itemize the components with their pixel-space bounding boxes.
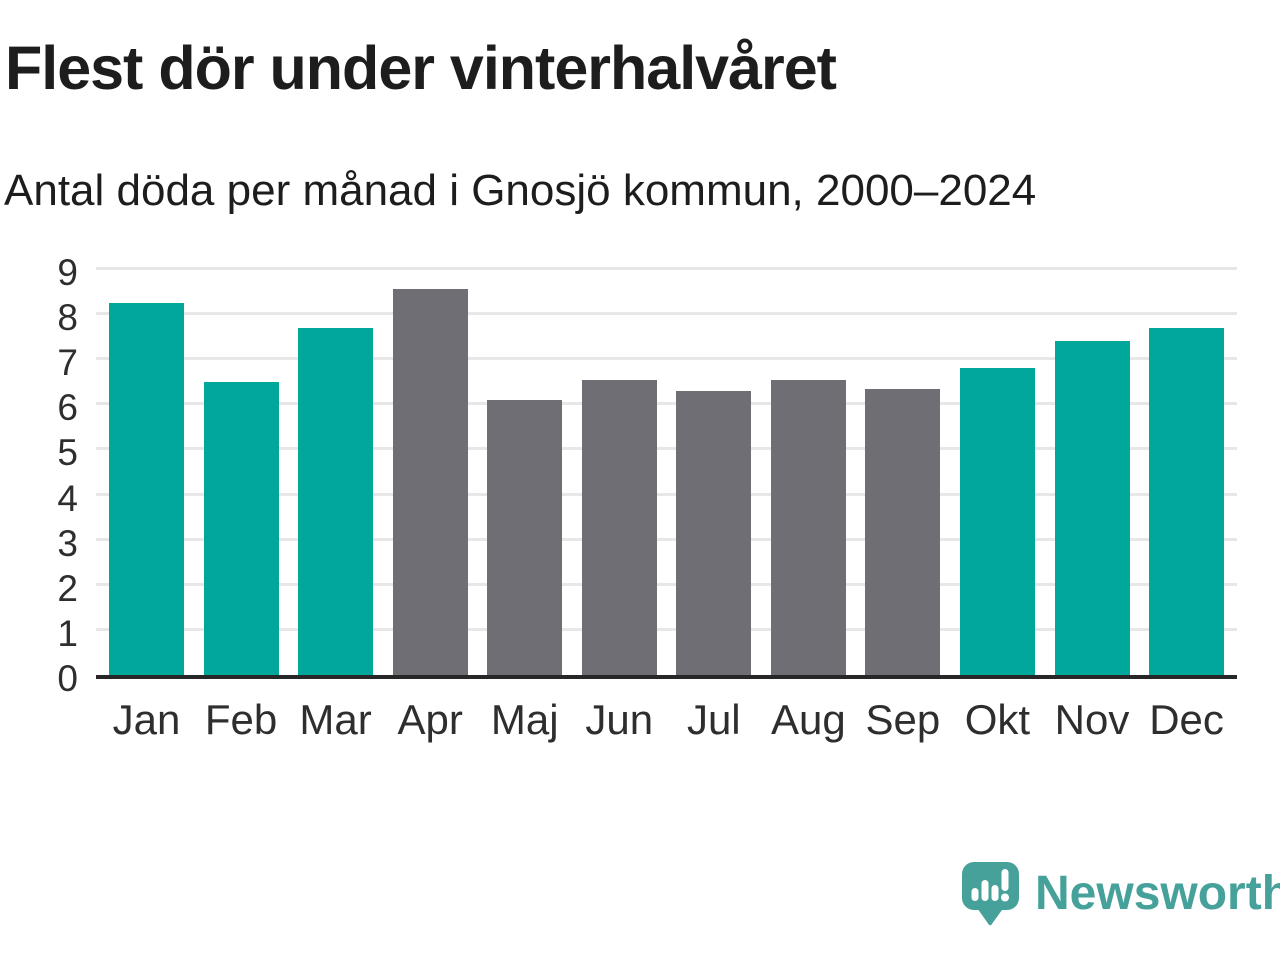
x-axis: Jan Feb Mar Apr Maj Jun Jul Aug Sep Okt Nov Dec [96,683,1237,763]
x-tick-label-maj: Maj [490,696,559,743]
gridline-6 [96,402,1237,406]
x-tick-label-jan: Jan [112,696,181,743]
bar-okt [959,368,1035,675]
bar-feb [203,381,279,675]
y-tick-label-6: 6 [57,387,78,429]
y-tick-label-8: 8 [57,297,78,339]
y-tick-label-5: 5 [57,432,78,474]
newsworthy-logo-icon [962,862,1019,926]
bar-jul [676,390,752,675]
gridline-5 [96,447,1237,451]
x-tick-label-apr: Apr [397,696,463,743]
y-tick-label-3: 3 [57,522,78,564]
x-tick-label-feb: Feb [204,696,278,743]
y-tick-label-2: 2 [57,567,78,609]
gridline-3 [96,537,1237,541]
gridline-7 [96,357,1237,361]
bar-jun [581,379,657,675]
bar-dec [1149,327,1225,675]
bar-aug [770,379,846,675]
bar-maj [487,399,563,675]
y-tick-label-7: 7 [57,342,78,384]
y-tick-label-1: 1 [57,612,78,654]
gridline-4 [96,492,1237,496]
brand-name: Newsworthy [1035,867,1280,920]
chart-subtitle: Antal döda per månad i Gnosjö kommun, 20… [4,166,1037,215]
x-tick-label-nov: Nov [1054,696,1130,743]
gridline-9 [96,267,1237,270]
bar-sep [865,388,941,675]
x-tick-label-jul: Jul [686,696,741,743]
bar-chart-plot-area [96,267,1237,679]
x-tick-label-aug: Aug [770,696,846,743]
brand-footer: Newsworthy [962,862,1280,926]
gridline-2 [96,582,1237,586]
bar-apr [392,289,468,675]
y-tick-label-4: 4 [57,477,78,519]
x-tick-label-okt: Okt [964,696,1031,743]
chart-title: Flest dör under vinterhalvåret [5,34,837,102]
x-tick-label-mar: Mar [299,696,372,743]
x-tick-label-jun: Jun [585,696,654,743]
x-tick-label-sep: Sep [865,696,941,743]
x-tick-label-dec: Dec [1149,696,1224,743]
bar-nov [1054,341,1130,675]
bar-mar [298,327,374,675]
y-tick-label-9: 9 [57,252,78,293]
bar-jan [109,302,184,675]
gridline-8 [96,312,1237,316]
gridline-1 [96,627,1237,631]
y-tick-label-0: 0 [57,658,78,699]
